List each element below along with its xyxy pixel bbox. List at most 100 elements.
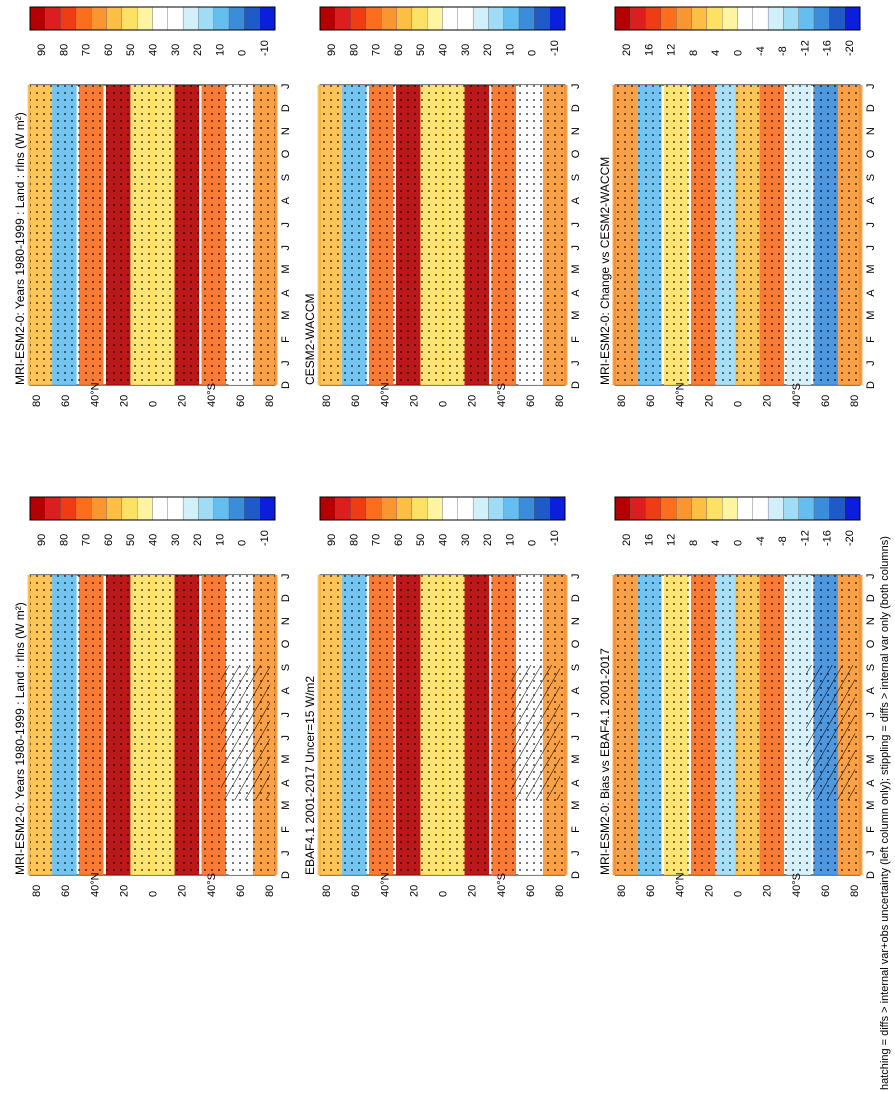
colorbar-swatch	[91, 496, 107, 521]
colorbar-label: -20	[844, 40, 856, 56]
colorbar-swatch	[722, 6, 738, 31]
panel-2: 80 60 40°N 20 0 20 40°S 60 80 D J F M A M J J A S O N D J MRI-E…	[13, 6, 292, 407]
month-tick-label: J	[865, 850, 877, 856]
month-tick-label: J	[280, 712, 292, 718]
month-tick-label: D	[280, 381, 292, 389]
lat-tick-label: 80	[849, 885, 861, 897]
month-tick-label: M	[865, 311, 877, 320]
month-tick-label: J	[280, 84, 292, 90]
month-tick-label: N	[280, 617, 292, 625]
lat-tick-label: 20	[177, 885, 189, 897]
colorbar-swatch	[45, 496, 61, 521]
lat-tick-label: 20	[703, 395, 715, 407]
colorbar-frame	[614, 6, 861, 31]
colorbar-swatch	[488, 496, 504, 521]
month-tick-label: F	[865, 336, 877, 343]
month-tick-label: D	[570, 594, 582, 602]
colorbar-label: 10	[214, 44, 226, 56]
month-tick-label: J	[570, 712, 582, 718]
lat-tick-label: 20	[118, 885, 130, 897]
month-tick-label: J	[570, 222, 582, 228]
month-tick-label: J	[865, 574, 877, 580]
colorbar-swatch	[152, 6, 168, 31]
colorbar-swatch	[645, 6, 662, 31]
lat-tick-label: 60	[820, 395, 832, 407]
colorbar-swatch	[167, 6, 184, 31]
colorbar-swatch	[829, 6, 845, 31]
colorbar-swatch	[182, 6, 199, 31]
month-tick-label: A	[865, 686, 877, 694]
lat-tick-label: 0	[733, 891, 745, 897]
colorbar-swatch	[365, 496, 382, 521]
month-tick-label: J	[280, 245, 292, 251]
colorbar-label: 10	[504, 534, 516, 546]
colorbar-swatch	[614, 6, 631, 31]
lat-tick-label: 20	[408, 395, 420, 407]
colorbar-label: -12	[799, 530, 811, 546]
month-tick-label: D	[865, 381, 877, 389]
colorbar-swatch	[137, 496, 153, 521]
colorbar-label: 90	[326, 44, 338, 56]
colorbar-swatch	[91, 6, 107, 31]
colorbar-label: -10	[549, 530, 561, 546]
month-tick-label: J	[280, 735, 292, 741]
lat-tick-label: 80	[554, 395, 566, 407]
colorbar-swatch	[121, 6, 138, 31]
panel-title: MRI-ESM2-0: Years 1980-1999 : Land : rln…	[13, 112, 27, 385]
lat-tick-label: 40°N	[89, 382, 101, 407]
colorbar-label: 60	[103, 44, 115, 56]
colorbar-swatch	[442, 6, 458, 31]
colorbar-swatch	[335, 496, 351, 521]
month-tick-label: J	[570, 850, 582, 856]
figure-note: hatching = diffs > internal var+obs unce…	[879, 536, 891, 1090]
lat-tick-label: 40°S	[496, 873, 508, 897]
hatching	[806, 665, 856, 800]
colorbar-label: 30	[460, 44, 472, 56]
colorbar-swatch	[427, 6, 443, 31]
month-tick-label: M	[280, 801, 292, 810]
lat-tick-label: 0	[438, 401, 450, 407]
colorbar-swatch	[844, 6, 861, 31]
colorbar-label: 0	[527, 540, 539, 546]
lat-tick-label: 20	[467, 395, 479, 407]
month-tick-label: M	[280, 311, 292, 320]
lat-tick-label: 40°N	[379, 872, 391, 897]
colorbar-swatch	[381, 6, 397, 31]
colorbar-label: 16	[643, 534, 655, 546]
month-tick-label: M	[865, 754, 877, 763]
month-tick-label: N	[865, 127, 877, 135]
colorbar-swatch	[198, 496, 214, 521]
colorbar-label: 0	[237, 540, 249, 546]
colorbar-swatch	[844, 496, 861, 521]
colorbar-swatch	[472, 496, 489, 521]
lat-tick-label: 40°S	[496, 383, 508, 407]
colorbar-label: -4	[755, 46, 767, 56]
colorbar-swatch	[660, 496, 677, 521]
month-tick-label: D	[280, 104, 292, 112]
lat-tick-label: 80	[31, 885, 43, 897]
colorbar-swatch	[676, 496, 692, 521]
colorbar-swatch	[182, 496, 199, 521]
colorbar-label: 20	[621, 44, 633, 56]
colorbar-swatch	[427, 496, 443, 521]
month-tick-label: F	[280, 336, 292, 343]
stippling	[30, 85, 275, 385]
panel-title: EBAF4.1 2001-2017 Uncer=15 W/m2	[303, 676, 317, 875]
colorbar-swatch	[411, 496, 428, 521]
colorbar-swatch	[549, 6, 566, 31]
lat-tick-label: 0	[148, 401, 160, 407]
colorbar-swatch	[213, 496, 230, 521]
colorbar-label: 16	[643, 44, 655, 56]
lat-tick-label: 60	[820, 885, 832, 897]
lat-tick-label: 60	[525, 395, 537, 407]
month-tick-label: S	[570, 174, 582, 181]
lat-tick-label: 20	[762, 395, 774, 407]
colorbar-swatch	[518, 496, 535, 521]
lat-tick-label: 60	[235, 395, 247, 407]
colorbar-swatch	[213, 6, 230, 31]
month-tick-label: A	[570, 779, 582, 787]
lat-tick-label: 60	[60, 395, 72, 407]
colorbar-swatch	[442, 496, 458, 521]
month-tick-label: N	[570, 127, 582, 135]
